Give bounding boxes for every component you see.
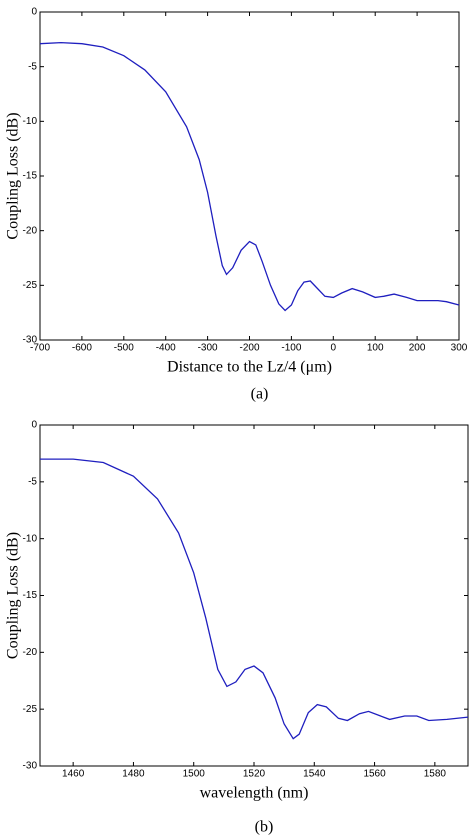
x-tick-label: -300 (198, 343, 218, 354)
y-tick-label: -5 (28, 476, 37, 487)
x-tick-label: -700 (30, 343, 50, 354)
y-tick-label: -20 (23, 647, 38, 658)
y-tick-label: -30 (23, 761, 38, 772)
x-tick-label: -500 (114, 343, 134, 354)
y-axis-label: Coupling Loss (dB) (5, 112, 22, 239)
x-tick-label: -100 (281, 343, 301, 354)
x-tick-label: -600 (72, 343, 92, 354)
x-tick-label: 1500 (183, 769, 206, 780)
x-axis-label: Distance to the Lz/4 (μm) (167, 359, 332, 376)
axes-box (39, 11, 460, 341)
x-tick-label: -400 (156, 343, 176, 354)
x-tick-label: 1580 (424, 769, 447, 780)
y-tick-label: -30 (23, 335, 38, 346)
x-axis-label: wavelength (nm) (200, 785, 309, 802)
y-tick-label: -15 (23, 171, 38, 182)
y-tick-label: -20 (23, 225, 38, 236)
x-tick-label: 1520 (243, 769, 266, 780)
x-tick-label: 200 (409, 343, 426, 354)
y-tick-label: 0 (31, 7, 37, 18)
caption: (b) (255, 819, 274, 836)
data-line (40, 458, 469, 740)
x-tick-label: 1480 (122, 769, 145, 780)
y-tick-label: -10 (23, 533, 38, 544)
axes-box (39, 424, 469, 767)
x-tick-label: 1460 (62, 769, 85, 780)
y-tick-label: -25 (23, 704, 38, 715)
y-tick-label: -25 (23, 280, 38, 291)
x-tick-label: -200 (239, 343, 259, 354)
x-tick-label: 1540 (303, 769, 326, 780)
x-tick-label: 0 (331, 343, 337, 354)
y-tick-label: -15 (23, 590, 38, 601)
y-axis-label: Coupling Loss (dB) (5, 532, 22, 659)
data-line (39, 41, 460, 312)
x-tick-label: 1560 (363, 769, 386, 780)
y-tick-label: -5 (28, 61, 37, 72)
x-tick-label: 300 (451, 343, 468, 354)
y-tick-label: 0 (31, 420, 37, 431)
y-tick-label: -10 (23, 116, 38, 127)
x-tick-label: 100 (367, 343, 384, 354)
caption: (a) (251, 386, 269, 403)
